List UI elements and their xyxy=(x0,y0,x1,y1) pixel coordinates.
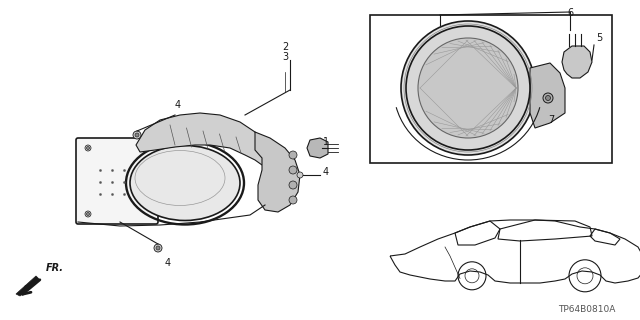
Circle shape xyxy=(418,38,518,138)
Text: 4: 4 xyxy=(165,258,171,268)
Text: 7: 7 xyxy=(548,115,554,125)
Circle shape xyxy=(406,26,530,150)
Circle shape xyxy=(289,151,297,159)
Circle shape xyxy=(85,211,91,217)
Polygon shape xyxy=(136,113,268,165)
Circle shape xyxy=(85,145,91,151)
Circle shape xyxy=(156,246,160,250)
FancyBboxPatch shape xyxy=(76,138,158,224)
Text: 4: 4 xyxy=(323,167,329,177)
Polygon shape xyxy=(562,46,592,78)
Circle shape xyxy=(545,95,550,100)
Circle shape xyxy=(289,181,297,189)
Text: TP64B0810A: TP64B0810A xyxy=(557,305,615,314)
Text: 2: 2 xyxy=(282,42,288,52)
Circle shape xyxy=(543,93,553,103)
Polygon shape xyxy=(255,132,300,212)
Polygon shape xyxy=(16,276,40,296)
Polygon shape xyxy=(307,138,328,158)
Circle shape xyxy=(401,21,535,155)
Bar xyxy=(370,15,612,163)
Circle shape xyxy=(133,131,141,139)
Circle shape xyxy=(135,133,139,137)
Text: 5: 5 xyxy=(596,33,602,43)
Polygon shape xyxy=(530,63,565,128)
Ellipse shape xyxy=(130,146,240,220)
Text: 3: 3 xyxy=(282,52,288,62)
Circle shape xyxy=(289,196,297,204)
Circle shape xyxy=(86,212,90,215)
Text: 4: 4 xyxy=(175,100,181,110)
Circle shape xyxy=(154,244,162,252)
Text: FR.: FR. xyxy=(46,263,64,273)
Circle shape xyxy=(297,172,303,178)
Circle shape xyxy=(289,166,297,174)
Text: 6: 6 xyxy=(567,8,573,18)
Text: 1: 1 xyxy=(323,137,329,147)
Circle shape xyxy=(86,147,90,149)
